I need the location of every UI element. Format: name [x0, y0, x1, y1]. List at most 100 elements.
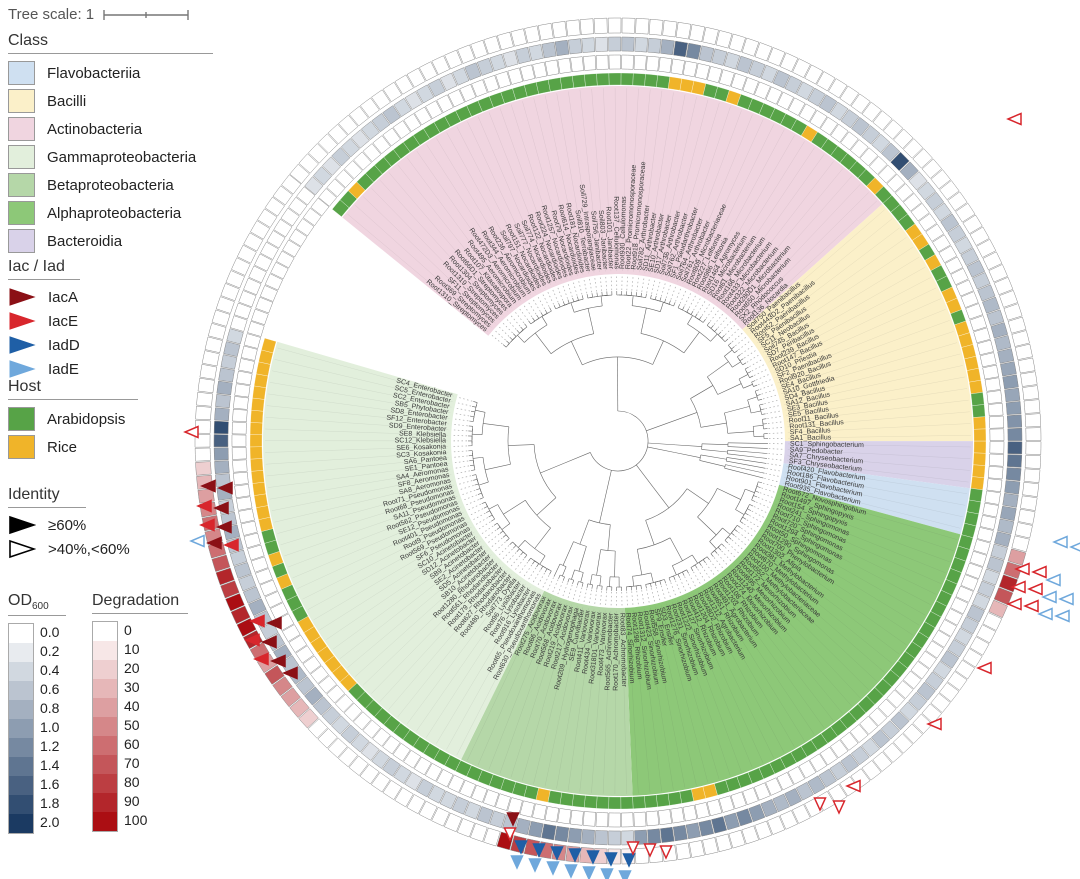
tree-branch: [701, 449, 728, 453]
od600-ring-cell: [360, 120, 380, 141]
od600-ring-cell: [515, 817, 531, 836]
host-ring-cell: [644, 73, 658, 88]
colorbar-tick: 1.0: [40, 719, 60, 736]
od600-ring-cell: [818, 94, 838, 114]
degradation-ring-cell: [741, 825, 760, 845]
iace-open-triangle-icon: [1006, 597, 1022, 611]
sector-guide-line: [633, 610, 651, 793]
od600-ring-cell: [784, 788, 803, 807]
od600-ring-cell: [248, 598, 267, 616]
sector-guide-line: [627, 88, 639, 272]
od600-ring-cell: [1004, 480, 1021, 495]
host-ring-cell: [249, 422, 263, 435]
sector-guide-line: [272, 370, 452, 408]
od600-ring-cell: [567, 827, 582, 844]
leader-dotted-line: [578, 279, 583, 295]
tree-branch: [540, 566, 544, 570]
tree-arc: [569, 578, 574, 581]
leader-dotted-line: [749, 358, 763, 367]
sector-guide-line: [677, 600, 742, 772]
colorbar-step: [93, 774, 117, 793]
leader-dotted-line: [459, 485, 474, 491]
leader-dotted-line: [537, 572, 545, 587]
od600-ring-cell: [686, 42, 702, 60]
leader-dotted-line: [762, 394, 778, 400]
sector-guide-line: [730, 568, 852, 706]
class-legend-label: Flavobacteriia: [47, 64, 141, 82]
iaca-filled-triangle-icon: [200, 479, 216, 493]
od600-ring-cell: [971, 592, 991, 611]
tree-branch: [758, 398, 763, 401]
leader-dotted-line: [527, 301, 537, 315]
blank-ring-cell: [295, 218, 315, 237]
blank-ring-cell: [270, 261, 289, 280]
blank-ring-cell: [670, 58, 685, 75]
od600-ring-cell: [634, 37, 648, 53]
blank-ring-cell: [682, 804, 698, 822]
degradation-ring-cell: [483, 827, 501, 847]
tree-branch: [721, 543, 725, 547]
od600-ring-cell: [908, 691, 928, 711]
60-triangle-icon: [9, 515, 36, 535]
sector-guide-line: [661, 99, 709, 277]
sector-guide-line: [781, 342, 958, 394]
tree-branch: [654, 295, 657, 300]
od600-ring-cell: [213, 420, 229, 434]
leader-dotted-line: [541, 293, 550, 307]
tree-branch: [747, 396, 758, 401]
blank-ring-cell: [544, 59, 560, 76]
sector-guide-line: [477, 596, 551, 766]
leader-dotted-line: [474, 517, 488, 526]
sector-guide-line: [627, 610, 639, 794]
blank-ring-cell: [987, 466, 1004, 480]
tree-branch: [562, 576, 565, 581]
tree-branch: [640, 585, 642, 590]
sector-guide-line: [355, 205, 492, 328]
od600-ring-cell: [899, 701, 919, 721]
od600-ring-cell: [464, 801, 482, 820]
tree-branch: [567, 578, 570, 583]
od600-ring-cell: [940, 650, 960, 669]
tree-branch: [536, 497, 557, 516]
tree-branch: [549, 307, 552, 312]
colorbar-step: [93, 736, 117, 755]
degradation-ring-cell: [1022, 482, 1040, 497]
taxon-label: Root83_Achromobacter: [618, 613, 627, 688]
sector-guide-line: [446, 132, 536, 293]
tree-branch: [544, 309, 548, 314]
od600-ring-cell: [924, 671, 944, 691]
tree-branch: [760, 408, 765, 411]
leader-dotted-line: [469, 508, 484, 516]
iade-filled-triangle-icon: [564, 864, 578, 879]
blank-ring-cell: [238, 358, 255, 373]
od600-ring-cell: [243, 277, 262, 296]
sector-guide-line: [782, 482, 961, 529]
od600-ring-cell: [229, 315, 248, 332]
degradation-ring-cell: [215, 567, 235, 586]
degradation-ring-cell: [211, 309, 231, 327]
tree-arc: [628, 585, 639, 587]
sector-guide-line: [781, 488, 958, 540]
od600-ring-cell: [248, 265, 267, 284]
degradation-ring-cell: [593, 17, 608, 34]
degradation-ring-cell: [418, 61, 438, 82]
od600-ring-cell: [213, 434, 229, 448]
sector-guide-line: [759, 534, 913, 636]
blank-ring-cell: [595, 812, 609, 828]
degradation-ring-cell: [264, 196, 285, 217]
blank-ring-cell: [849, 724, 869, 743]
blank-ring-cell: [269, 602, 289, 620]
iac-legend-label: IacA: [48, 288, 79, 306]
od600-ring-cell: [1006, 414, 1023, 428]
blank-ring-cell: [682, 60, 698, 78]
tree-branch: [632, 576, 634, 587]
degradation-ring-cell: [779, 810, 799, 830]
degradation-ring-cell: [675, 22, 692, 40]
blank-ring-cell: [706, 65, 723, 84]
blank-ring-cell: [645, 810, 660, 827]
tree-branch: [520, 326, 524, 331]
degradation-ring-cell: [1017, 508, 1036, 525]
degradation-ring-cell: [688, 840, 705, 858]
od600-ring-cell: [736, 808, 753, 827]
od600-ring-cell: [452, 67, 470, 86]
